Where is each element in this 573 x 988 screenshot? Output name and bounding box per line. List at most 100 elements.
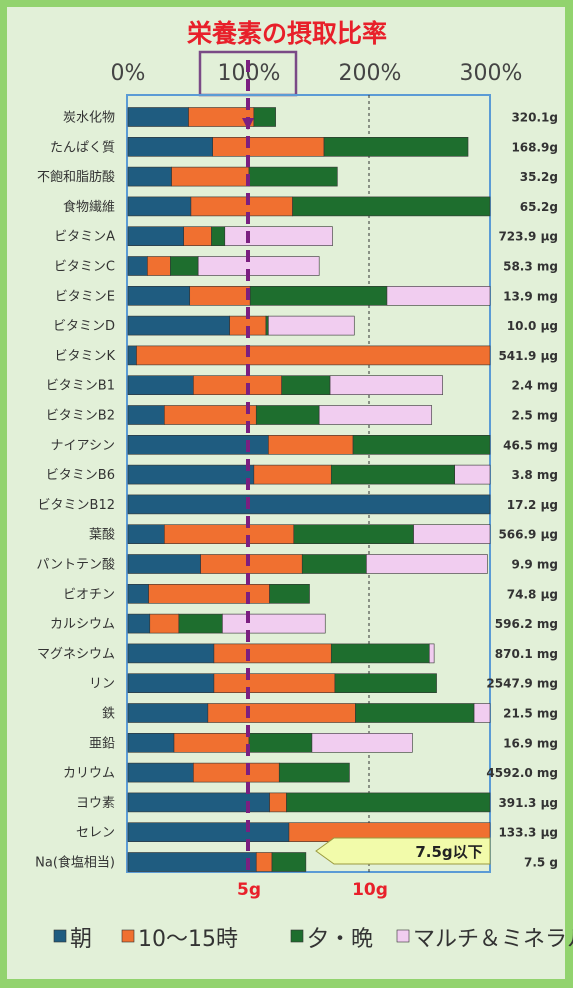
bar-segment [189, 285, 251, 306]
amount-label: 3.8 mg [511, 468, 558, 482]
category-label: 鉄 [102, 707, 115, 722]
bar-segment [211, 226, 226, 246]
bar-segment [268, 315, 355, 336]
legend-swatch [53, 929, 67, 943]
bar-segment [301, 554, 367, 574]
bar-segment [127, 256, 148, 276]
category-label: マグネシウム [37, 647, 115, 662]
amount-label: 7.5 g [524, 856, 558, 870]
legend-label: 10～15時 [138, 927, 238, 952]
amount-label: 13.9 mg [503, 289, 558, 303]
bar-segment [127, 732, 175, 753]
bar-segment [255, 852, 273, 872]
bar-segment [281, 375, 331, 396]
bar-segment [212, 137, 325, 157]
amount-label: 65.2g [520, 200, 558, 214]
bar-segment [178, 613, 223, 634]
category-label: ビタミンB12 [38, 498, 115, 513]
bar-segment [127, 643, 215, 664]
amount-label: 35.2g [520, 170, 558, 184]
category-label: ナイアシン [51, 438, 115, 453]
bar-segment [127, 166, 172, 187]
bar-segment [293, 524, 414, 545]
amount-label: 566.9 μg [498, 528, 558, 542]
bar-segment [127, 494, 491, 515]
bar-segment [127, 107, 189, 127]
amount-label: 723.9 μg [498, 230, 558, 244]
bar-segment [183, 226, 212, 246]
category-label: Na(食塩相当) [35, 855, 115, 871]
legend-label: マルチ＆ミネラル [413, 927, 573, 952]
category-label: ビタミンB2 [46, 409, 115, 424]
bar-segment [311, 732, 413, 753]
bar-segment [136, 345, 491, 366]
bar-segment [164, 405, 257, 425]
bar-segment [330, 643, 430, 664]
bar-segment [127, 822, 290, 843]
bar-segment [127, 285, 191, 306]
category-label: セレン [76, 826, 115, 841]
bar-segment [127, 375, 194, 396]
bar-segment [127, 196, 192, 217]
category-label: カルシウム [50, 617, 115, 632]
bar-segment [127, 405, 165, 425]
bar-segment [428, 643, 435, 664]
bar-segment [352, 434, 491, 455]
amount-label: 58.3 mg [503, 260, 558, 274]
bar-segment [269, 792, 287, 813]
bar-segment [323, 137, 469, 157]
bar-segment [197, 256, 320, 276]
amount-label: 870.1 mg [495, 647, 558, 661]
amount-label: 2.5 mg [511, 409, 558, 423]
category-label: カリウム [63, 766, 115, 781]
bar-segment [127, 762, 194, 783]
bar-segment [147, 256, 171, 276]
amount-label: 46.5 mg [503, 438, 558, 452]
bar-segment [473, 703, 491, 723]
amount-label: 16.9 mg [503, 736, 558, 750]
bar-segment [329, 375, 443, 396]
x-tick-label: 0% [111, 61, 146, 86]
bar-segment [127, 464, 255, 485]
bar-segment [170, 256, 199, 276]
category-label: 不飽和脂肪酸 [37, 169, 115, 185]
amount-label: 596.2 mg [495, 617, 558, 631]
bar-segment [127, 137, 213, 157]
legend-swatch [290, 929, 304, 943]
bar-segment [173, 732, 250, 753]
bar-segment [413, 524, 491, 545]
bar-segment [164, 524, 295, 545]
category-label: 葉酸 [89, 528, 115, 543]
bar-segment [193, 762, 280, 783]
bar-segment [286, 792, 491, 813]
bar-segment [127, 226, 184, 246]
bar-segment [265, 315, 269, 336]
bar-segment [171, 166, 250, 187]
bar-segment [318, 405, 433, 425]
bar-segment [127, 345, 137, 366]
arrow-down-icon [242, 118, 254, 130]
bar-segment [193, 375, 282, 396]
amount-label: 74.8 μg [507, 587, 558, 601]
category-label: ビオチン [63, 587, 115, 602]
amount-label: 2.4 mg [511, 379, 558, 393]
amount-label: 17.2 μg [507, 498, 558, 512]
x-tick-label: 200% [339, 61, 402, 86]
bar-segment [248, 732, 313, 753]
bar-segment [255, 405, 320, 425]
bar-segment [127, 554, 201, 574]
category-label: 亜鉛 [89, 736, 115, 751]
bar-segment [127, 583, 149, 604]
amount-label: 2547.9 mg [486, 677, 558, 691]
reference-label: 5g [237, 880, 261, 900]
bar-segment [334, 673, 437, 694]
amount-label: 21.5 mg [503, 707, 558, 721]
bar-segment [366, 554, 488, 574]
bar-segment [190, 196, 293, 217]
bar-segment [127, 524, 165, 545]
bar-segment [200, 554, 303, 574]
category-label: パントテン酸 [36, 558, 115, 573]
bar-segment [386, 285, 491, 306]
category-label: ビタミンA [54, 230, 115, 245]
